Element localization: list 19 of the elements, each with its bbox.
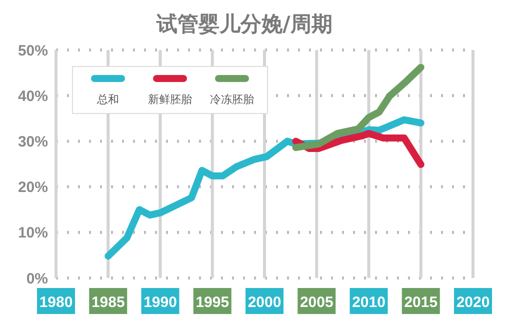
x-tick-label: 2005 — [300, 294, 334, 311]
y-tick-label: 40% — [18, 88, 48, 105]
x-tick-label: 2020 — [456, 294, 490, 311]
x-tick-label: 2010 — [352, 294, 386, 311]
y-tick-label: 30% — [18, 134, 48, 151]
legend-label: 新鲜胚胎 — [148, 92, 192, 107]
x-tick-label: 1980 — [39, 294, 73, 311]
x-tick-label: 2000 — [248, 294, 282, 311]
legend-label: 冷冻胚胎 — [210, 92, 254, 107]
legend-label: 总和 — [97, 92, 119, 107]
x-tick-label: 1990 — [144, 294, 177, 311]
chart-title: 试管婴儿分娩/周期 — [155, 11, 334, 38]
x-tick-label: 1995 — [196, 294, 230, 311]
x-tick-label: 1985 — [91, 294, 125, 311]
y-tick-label: 0% — [26, 270, 48, 288]
y-tick-label: 50% — [18, 42, 48, 60]
x-tick-label: 2015 — [404, 294, 438, 311]
y-tick-label: 10% — [18, 224, 48, 242]
y-tick-label: 20% — [18, 179, 48, 196]
